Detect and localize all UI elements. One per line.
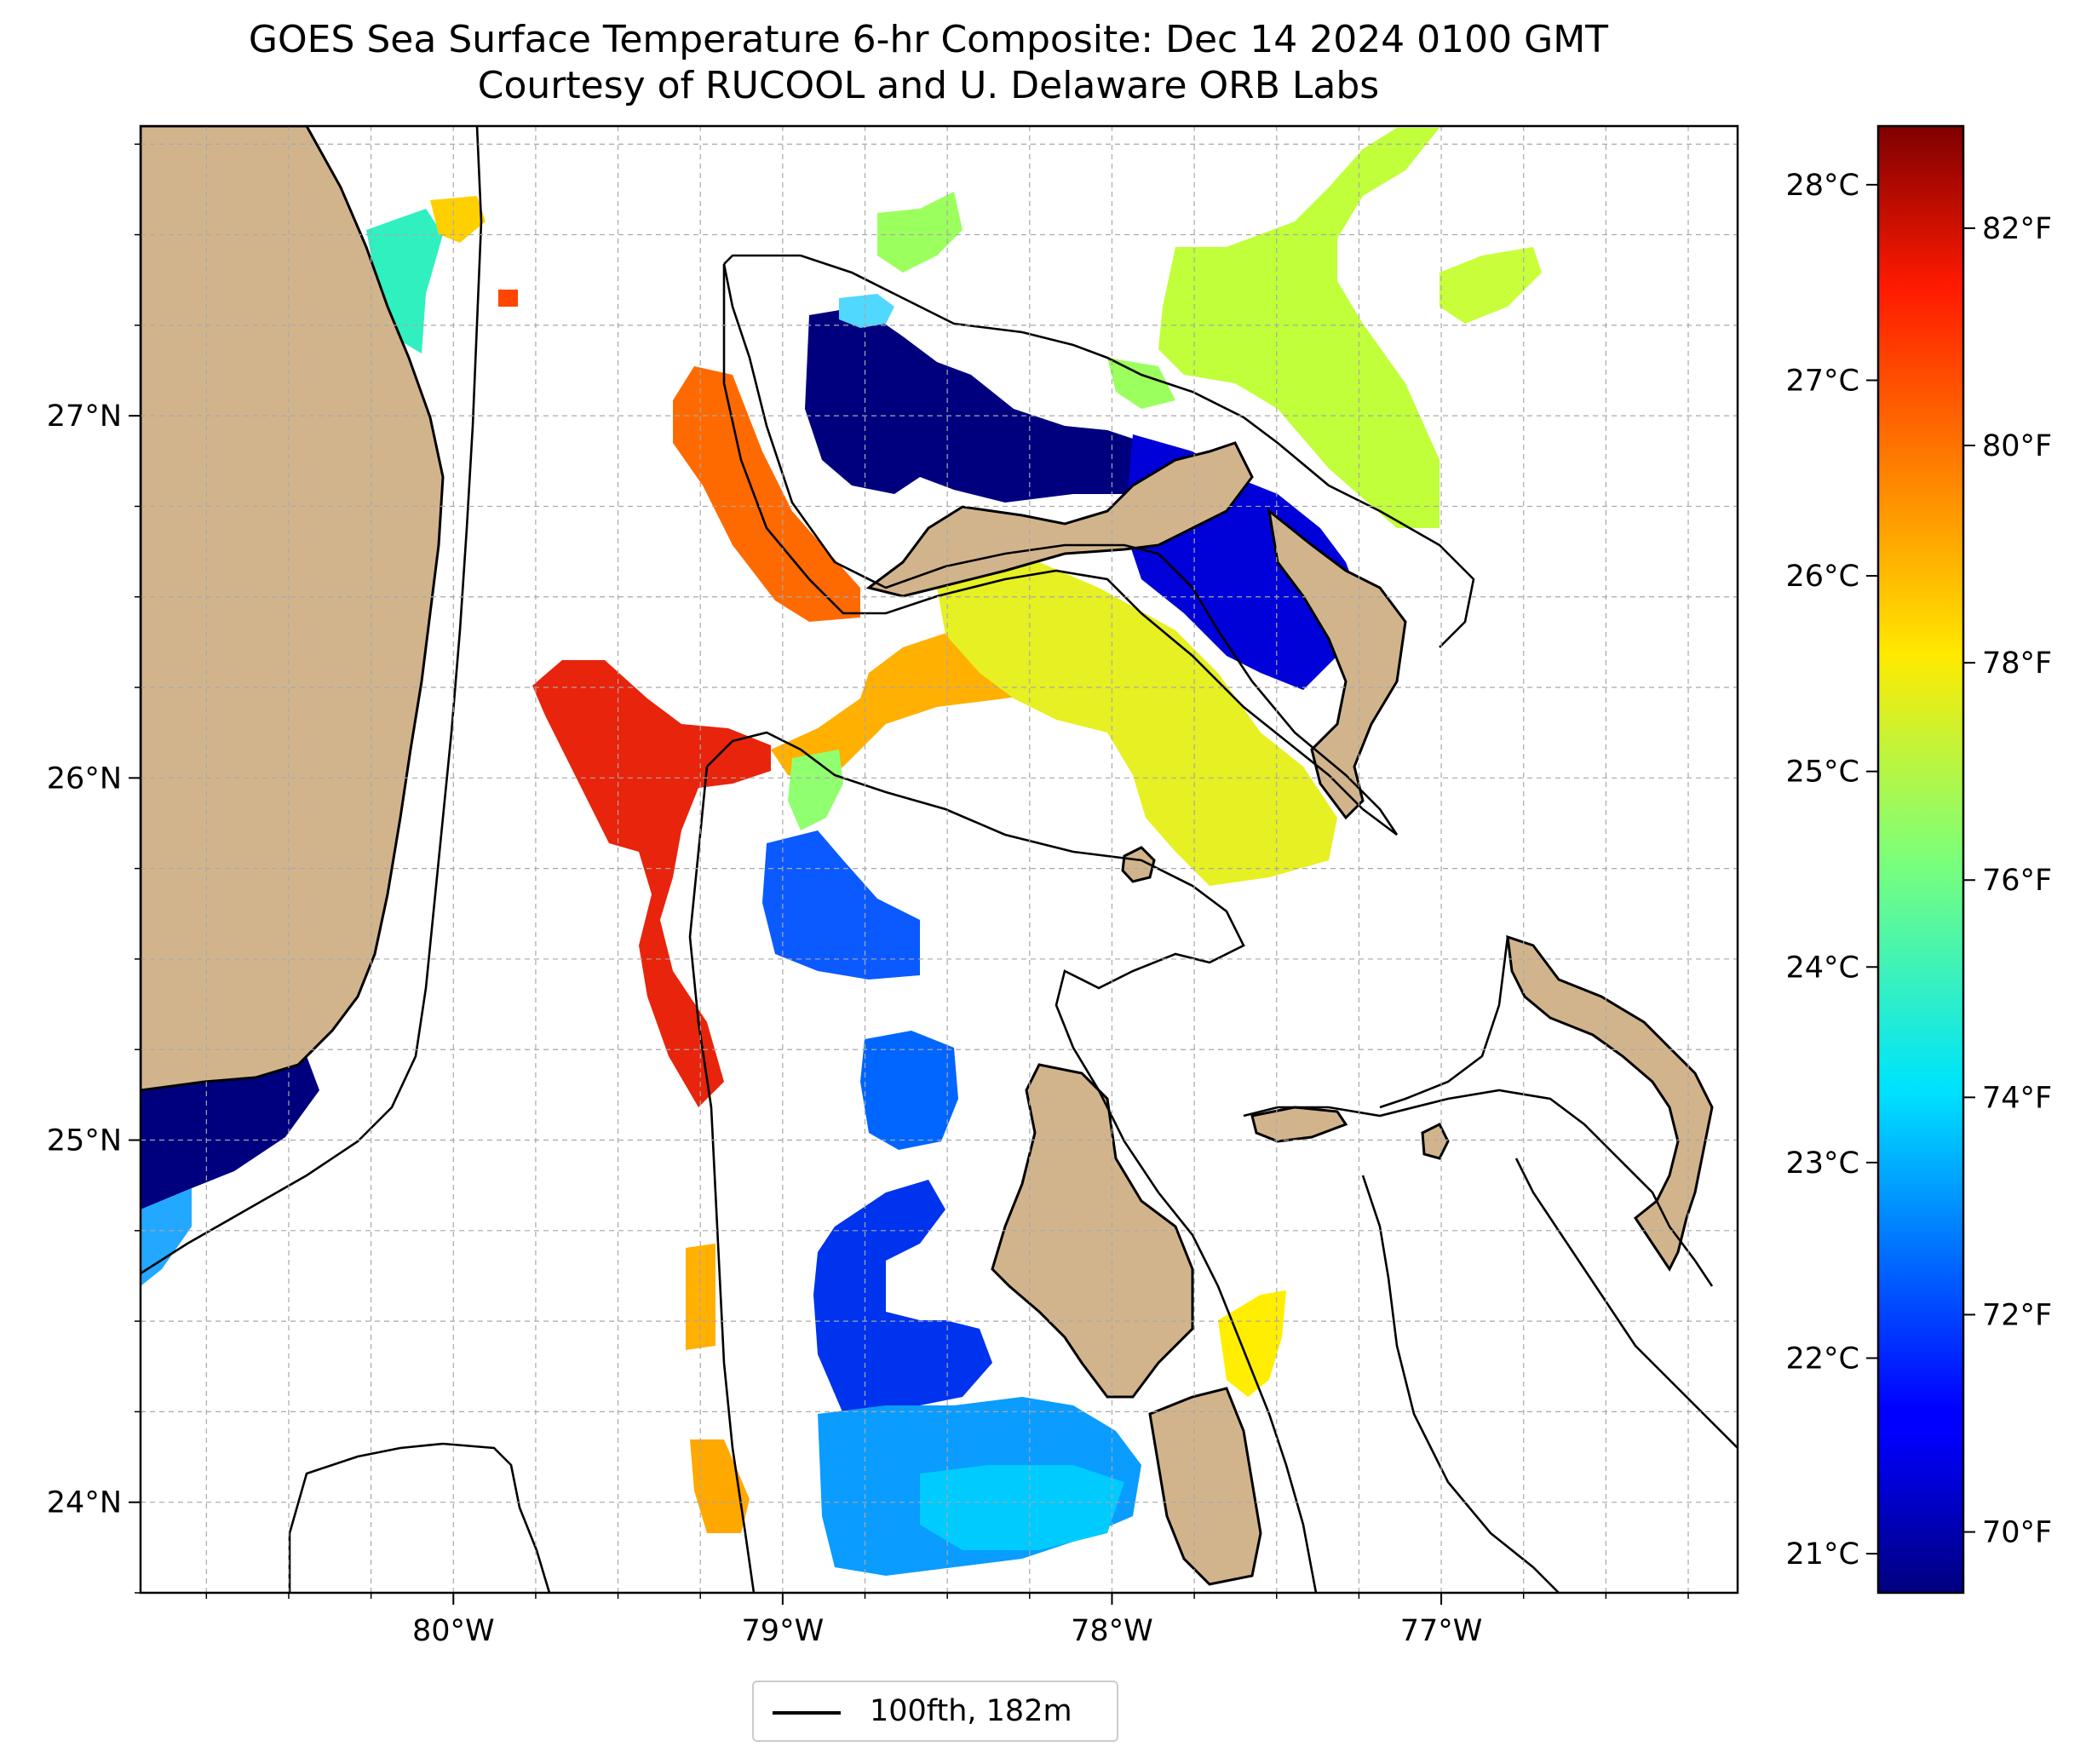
sst-patches (141, 128, 1542, 1576)
land (141, 126, 1714, 1586)
depth-contours (141, 126, 1738, 1593)
celsius-tick-label: 24°C (1786, 951, 1859, 985)
land-cat-island (1506, 934, 1714, 1272)
land-grand-bahama (865, 441, 1254, 598)
map-title: GOES Sea Surface Temperature 6-hr Compos… (85, 17, 1772, 109)
land-small-island-1 (1121, 846, 1156, 883)
sst-patch-ne-green-4 (1107, 358, 1175, 409)
sst-patch-andros-west (813, 1180, 992, 1431)
sst-patch-mid-yellow (937, 562, 1337, 886)
sst-patch-andros-south-cyan (920, 1465, 1124, 1550)
legend: 100fth, 182m (752, 1681, 1118, 1742)
contour-florida-shelf (141, 126, 483, 1275)
contour-south-east (1514, 1158, 1738, 1449)
fahrenheit-tick-label: 78°F (1982, 646, 2052, 681)
sst-patch-tiny-warm (498, 290, 518, 307)
fahrenheit-tick-label: 70°F (1982, 1516, 2052, 1550)
lat-tick-label: 24°N (47, 1486, 122, 1520)
sst-patch-exuma-yellow (1218, 1290, 1286, 1397)
sst-patch-keys-south-warm (690, 1439, 750, 1533)
lat-tick-label: 26°N (47, 761, 122, 796)
fahrenheit-tick-label: 82°F (1982, 212, 2052, 246)
sst-patch-florida-straits-warm (686, 1244, 715, 1350)
land-florida (141, 126, 445, 1092)
sst-patch-ne-green-2 (1440, 247, 1542, 324)
longitude-axis: 80°W 79°W 78°W 77°W (205, 1593, 1689, 1648)
celsius-tick-label: 27°C (1786, 364, 1859, 398)
sst-patch-keys-edge (141, 1188, 192, 1286)
celsius-tick-label: 26°C (1786, 560, 1859, 594)
map-content (141, 126, 1738, 1593)
sst-patch-gulfstream-upper (673, 366, 860, 622)
lat-tick-label: 27°N (47, 399, 122, 434)
colorbar (1876, 124, 1965, 1594)
map-frame (139, 124, 1739, 1594)
lon-tick-label: 79°W (742, 1614, 825, 1648)
celsius-tick-label: 21°C (1786, 1537, 1859, 1572)
sst-patch-andros-north (860, 1031, 958, 1150)
colorbar-celsius-axis: 21°C 22°C 23°C 24°C 25°C 26°C 27°C 28°C (1786, 169, 1878, 1572)
title-line-1: GOES Sea Surface Temperature 6-hr Compos… (248, 18, 1609, 61)
lat-tick-label: 25°N (47, 1124, 122, 1158)
fahrenheit-tick-label: 80°F (1982, 429, 2052, 463)
land-andros (991, 1063, 1194, 1399)
contour-little-bahama-bank (722, 263, 1399, 836)
lon-tick-label: 78°W (1071, 1614, 1153, 1648)
fahrenheit-tick-label: 72°F (1982, 1298, 2052, 1332)
contour-tongue (1361, 1175, 1560, 1593)
celsius-tick-label: 25°C (1786, 756, 1859, 790)
sst-patch-bahama-bank-cold (805, 307, 1158, 503)
sst-patch-n-coast-warm (430, 196, 486, 243)
contour-exuma-sound (1243, 1089, 1714, 1287)
legend-label: 100fth, 182m (870, 1694, 1072, 1728)
celsius-tick-label: 22°C (1786, 1342, 1859, 1376)
sst-patch-pulse-blue (762, 830, 920, 980)
sst-patch-bahama-bank-edge (839, 294, 894, 328)
lon-tick-label: 77°W (1400, 1614, 1483, 1648)
contour-cay-sal (288, 1442, 551, 1593)
contour-great-bahama-bank (706, 731, 1318, 1593)
fahrenheit-tick-label: 74°F (1982, 1081, 2052, 1115)
sst-patch-ne-green (1158, 128, 1440, 528)
fahrenheit-tick-label: 76°F (1982, 864, 2052, 898)
sst-patch-keys-cold (141, 1056, 319, 1210)
contour-little-bahama-north (723, 254, 1475, 648)
latitude-axis: 24°N 25°N 26°N 27°N (47, 143, 141, 1594)
sst-patch-ne-green-3 (877, 192, 963, 273)
celsius-tick-label: 28°C (1786, 169, 1859, 203)
contour-cat-east (1379, 936, 1509, 1109)
gridlines (141, 126, 1738, 1593)
title-line-2: Courtesy of RUCOOL and U. Delaware ORB L… (477, 64, 1380, 107)
lon-tick-label: 80°W (412, 1614, 495, 1648)
land-andros-south (1148, 1387, 1262, 1586)
sst-patch-n-coast (366, 209, 443, 353)
legend-line-swatch (773, 1711, 841, 1715)
celsius-tick-label: 23°C (1786, 1146, 1859, 1181)
sst-patch-gulfstream-core (532, 660, 771, 1107)
land-abaco (1267, 508, 1407, 820)
contour-straits-east (688, 766, 756, 1593)
colorbar-fahrenheit-axis: 70°F 72°F 74°F 76°F 78°F 80°F 82°F (1963, 212, 2052, 1550)
